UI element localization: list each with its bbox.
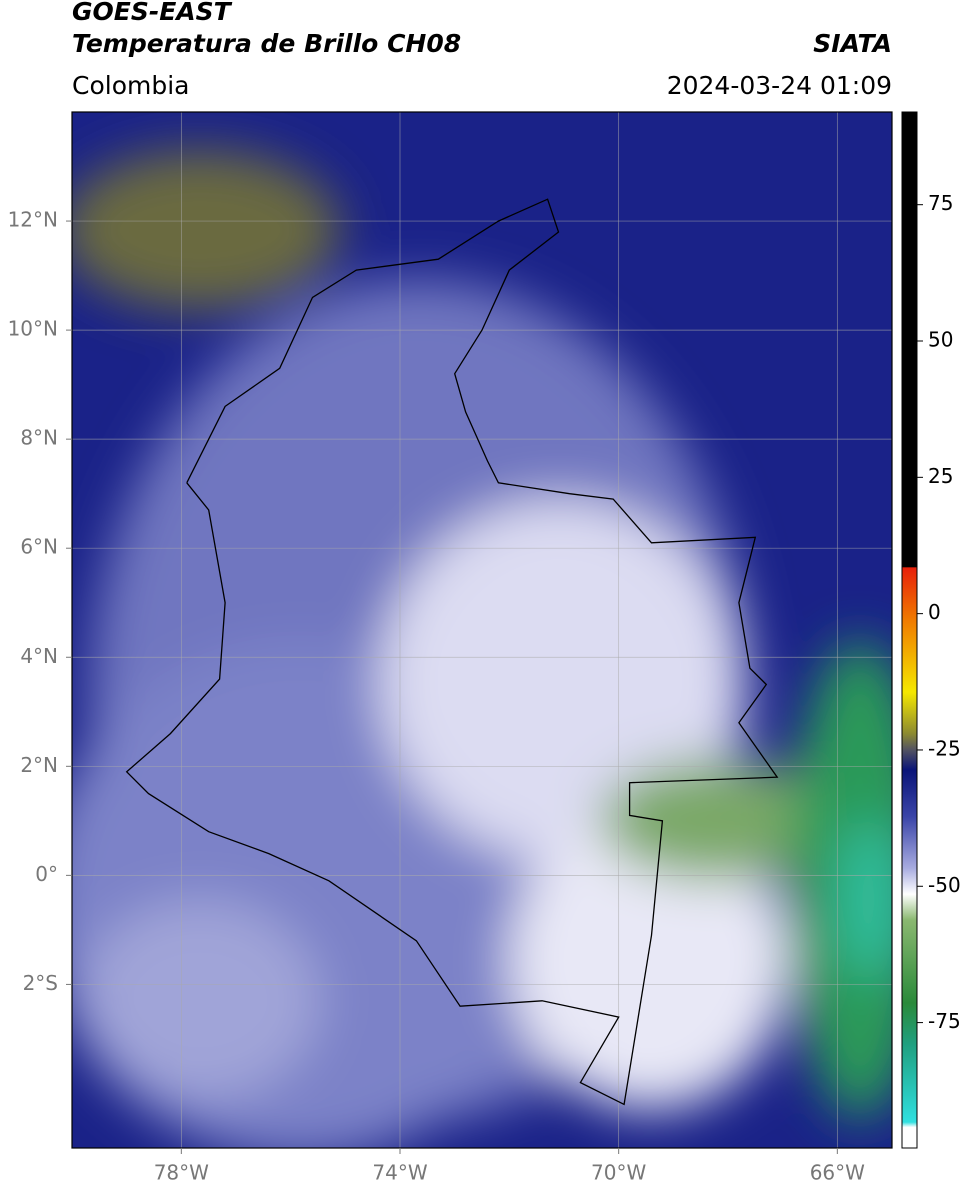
colorbar-label: -75 [928, 1009, 961, 1033]
colorbar [901, 111, 918, 1149]
x-tick-label: 70°W [591, 1161, 646, 1185]
x-tick-label: 66°W [810, 1161, 865, 1185]
colorbar-label: 50 [928, 328, 953, 352]
datetime: 2024-03-24 01:09 [667, 71, 892, 100]
y-tick-label: 8°N [20, 426, 58, 450]
colorbar-label: -25 [928, 736, 961, 760]
y-tick-label: 6°N [20, 535, 58, 559]
x-tick-label: 74°W [372, 1161, 427, 1185]
map-frame [71, 111, 893, 1149]
colombia-border [125, 198, 779, 1106]
source: SIATA [813, 29, 892, 58]
subtitle: Temperatura de Brillo CH08 [72, 29, 461, 58]
colorbar-label: 0 [928, 600, 941, 624]
x-tick-label: 78°W [154, 1161, 209, 1185]
y-tick-label: 12°N [8, 208, 58, 232]
region: Colombia [72, 71, 189, 100]
colorbar-label: -50 [928, 873, 961, 897]
y-tick-label: 4°N [20, 644, 58, 668]
y-tick-label: 0° [35, 862, 58, 886]
title: GOES-EAST [72, 0, 233, 26]
colorbar-label: 75 [928, 191, 953, 215]
y-tick-label: 10°N [8, 317, 58, 341]
y-tick-label: 2°S [23, 971, 58, 995]
y-tick-label: 2°N [20, 753, 58, 777]
colorbar-label: 25 [928, 464, 953, 488]
satellite-image [72, 112, 892, 1148]
